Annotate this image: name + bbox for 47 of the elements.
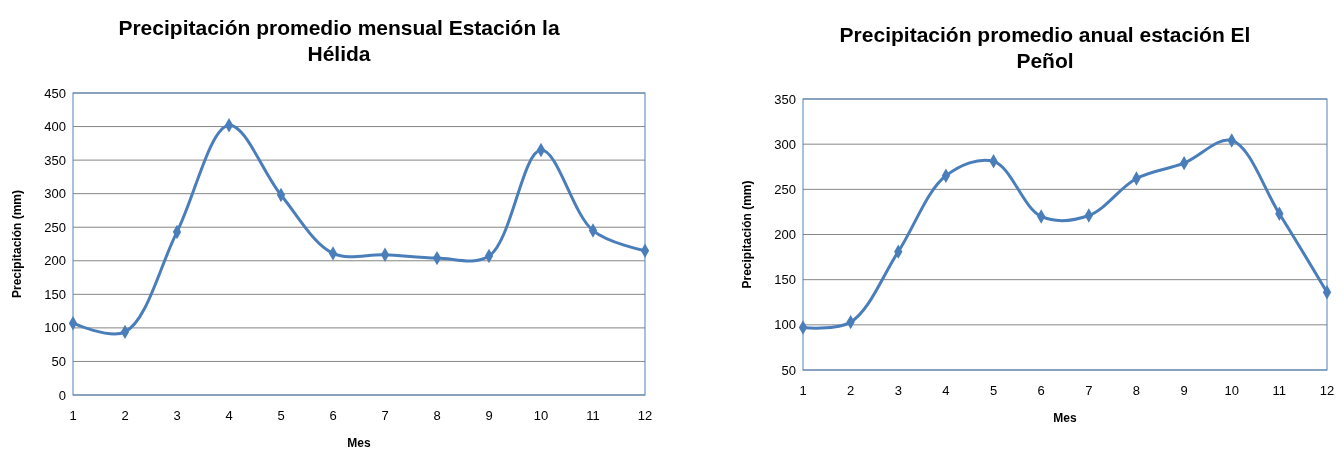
x-tick-label: 11	[586, 408, 600, 423]
y-tick-label: 150	[44, 286, 66, 302]
x-tick-label: 6	[329, 408, 337, 423]
x-tick-label: 8	[433, 408, 441, 423]
x-tick-label: 4	[225, 408, 233, 423]
x-tick-label: 2	[847, 383, 855, 398]
y-tick-label: 200	[774, 227, 796, 243]
x-tick-label: 7	[1085, 383, 1093, 398]
x-tick-label: 12	[1319, 383, 1335, 398]
x-tick-label: 11	[1272, 383, 1287, 398]
x-tick-label: 12	[637, 408, 653, 423]
y-axis-title: Precipitación (mm)	[10, 189, 24, 299]
x-tick-label: 5	[989, 383, 998, 398]
x-tick-label: 3	[894, 383, 902, 398]
x-tick-label: 7	[381, 408, 389, 423]
y-axis-title: Precipitación (mm)	[740, 180, 754, 289]
y-tick-label: 250	[44, 219, 66, 235]
x-axis-title: Mes	[1053, 411, 1077, 425]
y-tick-label: 100	[774, 317, 796, 333]
y-tick-label: 0	[58, 387, 66, 403]
chart-title: Precipitación promedio mensual Estación la Hélida	[118, 16, 560, 65]
x-tick-label: 6	[1037, 383, 1045, 398]
y-tick-label: 50	[781, 362, 796, 378]
y-tick-label: 350	[44, 152, 66, 168]
x-tick-label: 3	[173, 408, 181, 423]
x-axis-title: Mes	[347, 436, 371, 450]
y-tick-label: 100	[44, 320, 66, 336]
x-tick-label: 9	[1180, 383, 1188, 398]
x-tick-label: 4	[942, 383, 950, 398]
y-tick-label: 150	[774, 272, 796, 288]
y-tick-label: 200	[44, 253, 66, 269]
y-tick-label: 50	[51, 353, 66, 369]
y-tick-label: 350	[774, 91, 796, 107]
x-tick-label: 8	[1132, 383, 1141, 398]
x-tick-label: 10	[533, 408, 549, 423]
x-tick-label: 1	[69, 408, 77, 423]
y-tick-label: 250	[774, 181, 796, 197]
x-tick-label: 10	[1224, 383, 1239, 398]
y-tick-label: 400	[44, 119, 66, 135]
x-tick-label: 2	[121, 408, 129, 423]
y-tick-label: 450	[44, 85, 66, 101]
x-tick-label: 9	[485, 408, 493, 423]
chart-title: Precipitación promedio anual estación El Peñol	[839, 23, 1251, 72]
y-tick-label: 300	[774, 136, 796, 152]
y-tick-label: 300	[44, 186, 66, 202]
x-tick-label: 1	[799, 383, 807, 398]
x-tick-label: 5	[277, 408, 285, 423]
